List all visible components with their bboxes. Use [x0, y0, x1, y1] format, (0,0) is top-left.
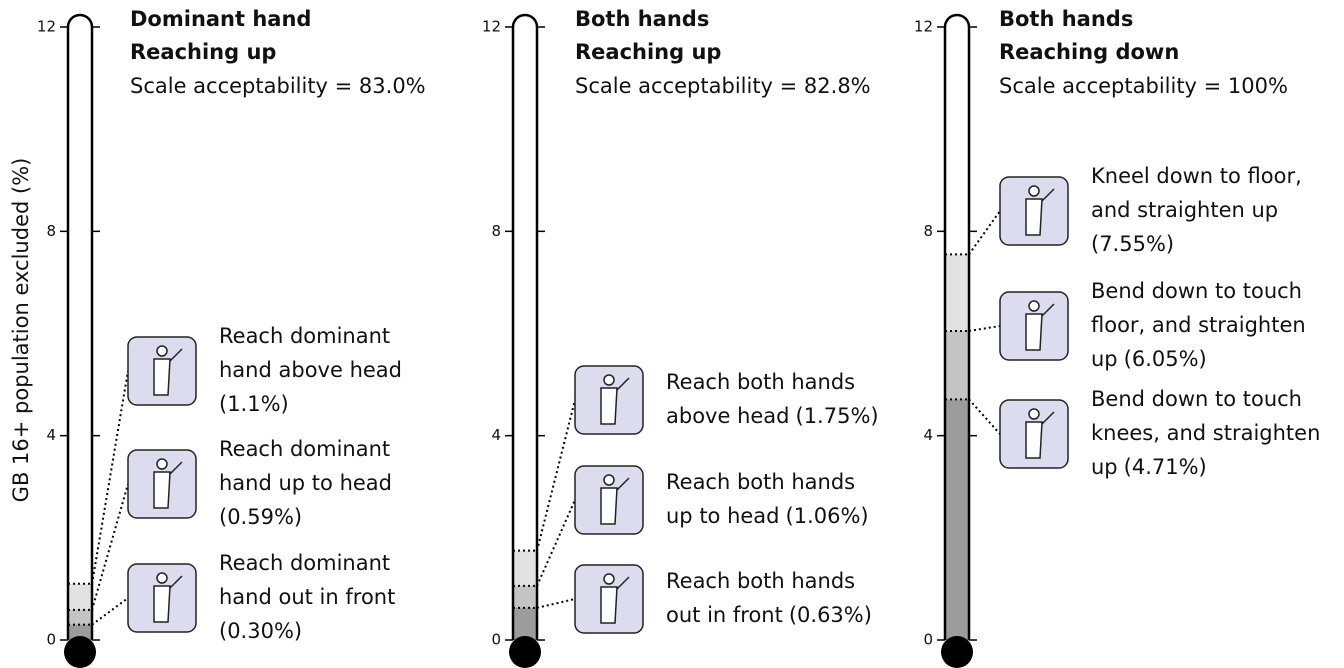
item-label-text: Kneel down to floor, [1091, 164, 1302, 188]
item-label: Reach both hands [666, 470, 855, 494]
item-label-text: knees, and straighten [1091, 421, 1320, 445]
item-label-text: hand out in front [219, 585, 395, 609]
connector [537, 599, 575, 608]
y-tick-label: 12 [914, 18, 933, 36]
chart: GB 16+ population excluded (%) Dominant … [0, 0, 1344, 668]
item-label: Reach dominant [219, 437, 390, 461]
chart-subtitle: Scale acceptability = 83.0% [130, 74, 426, 98]
value-label: (7.55%) [1091, 232, 1174, 256]
icon-head [157, 346, 167, 356]
level-fill [513, 608, 537, 640]
y-tick-label: 0 [46, 631, 56, 649]
item-label-text: hand up to head [219, 471, 392, 495]
item-label-text: Bend down to touch [1091, 279, 1302, 303]
value-label: (6.05%) [1124, 347, 1207, 371]
y-tick-label: 4 [46, 426, 56, 444]
chart-title: Dominant hand [130, 7, 311, 31]
thermometer-bulb [941, 636, 973, 668]
item-label: and straighten up [1091, 198, 1278, 222]
connector [92, 484, 128, 610]
thermometer-tube [68, 15, 92, 640]
value-label: (0.63%) [789, 603, 872, 627]
level-fill [945, 399, 969, 640]
value-label: (0.59%) [219, 505, 302, 529]
item-label-text: Reach dominant [219, 437, 390, 461]
y-tick-label: 12 [482, 18, 501, 36]
item-label: up to head(1.06%) [666, 504, 869, 528]
item-label-text: hand above head [219, 358, 402, 382]
item-label-text: floor, and straighten [1091, 313, 1306, 337]
chart-subtitle: Scale acceptability = 82.8% [575, 74, 871, 98]
item-label-text: up [1091, 347, 1118, 371]
item-label: up(4.71%) [1091, 455, 1207, 479]
icon-head [1029, 186, 1039, 196]
item-label: hand up to head [219, 471, 392, 495]
connector [969, 326, 1000, 331]
connector [92, 371, 128, 584]
chart-title: Reaching up [130, 40, 276, 64]
icon-head [157, 459, 167, 469]
y-tick-label: 8 [491, 222, 501, 240]
item-label-text: Reach both hands [666, 370, 855, 394]
item-label-text: Reach dominant [219, 551, 390, 575]
chart-subtitle: Scale acceptability = 100% [999, 74, 1288, 98]
y-tick-label: 8 [46, 222, 56, 240]
item-label: Bend down to touch [1091, 279, 1302, 303]
item-label: above head(1.75%) [666, 404, 879, 428]
connector [92, 598, 128, 625]
item-label-text: above head [666, 404, 790, 428]
chart-title: Reaching up [575, 40, 721, 64]
item-label: Reach both hands [666, 569, 855, 593]
icon-head [1029, 409, 1039, 419]
y-axis-label: GB 16+ population excluded (%) [9, 158, 33, 503]
icon-head [604, 375, 614, 385]
item-label: floor, and straighten [1091, 313, 1306, 337]
y-tick-label: 0 [923, 631, 933, 649]
item-label-text: Reach both hands [666, 569, 855, 593]
thermometer-bulb [64, 636, 96, 668]
icon-head [604, 574, 614, 584]
connector [537, 500, 575, 586]
chart-title: Both hands [999, 7, 1133, 31]
item-label-text: and straighten up [1091, 198, 1278, 222]
thermometer-tube [513, 15, 537, 640]
item-label-text: Bend down to touch [1091, 387, 1302, 411]
y-tick-label: 8 [923, 222, 933, 240]
item-label: Reach dominant [219, 551, 390, 575]
connector [537, 400, 575, 551]
value-label: (4.71%) [1124, 455, 1207, 479]
item-label: hand above head [219, 358, 402, 382]
y-tick-label: 12 [37, 18, 56, 36]
thermometer-bulb [509, 636, 541, 668]
chart-title: Reaching down [999, 40, 1179, 64]
icon-head [604, 475, 614, 485]
item-label: Reach dominant [219, 324, 390, 348]
icon-head [1029, 301, 1039, 311]
item-label: up(6.05%) [1091, 347, 1207, 371]
y-tick-label: 0 [491, 631, 501, 649]
value-label: (1.75%) [796, 404, 879, 428]
connector [969, 211, 1000, 254]
item-label: Bend down to touch [1091, 387, 1302, 411]
value-label: (0.30%) [219, 619, 302, 643]
item-label-text: out in front [666, 603, 783, 627]
item-label: Reach both hands [666, 370, 855, 394]
item-label-text: up to head [666, 504, 780, 528]
icon-head [157, 573, 167, 583]
connector [969, 399, 1000, 434]
item-label: Kneel down to floor, [1091, 164, 1302, 188]
y-tick-label: 4 [491, 426, 501, 444]
item-label-text: up [1091, 455, 1118, 479]
item-label: knees, and straighten [1091, 421, 1320, 445]
y-tick-label: 4 [923, 426, 933, 444]
item-label: out in front(0.63%) [666, 603, 872, 627]
item-label-text: Reach dominant [219, 324, 390, 348]
value-label: (1.1%) [219, 392, 289, 416]
value-label: (1.06%) [786, 504, 869, 528]
item-label-text: Reach both hands [666, 470, 855, 494]
chart-title: Both hands [575, 7, 709, 31]
item-label: hand out in front [219, 585, 395, 609]
